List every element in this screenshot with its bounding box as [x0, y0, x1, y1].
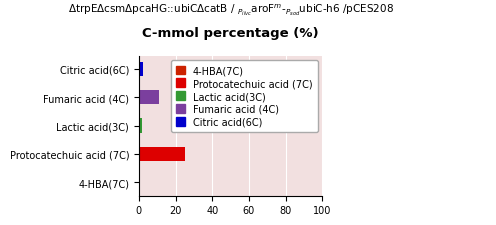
Bar: [139, 91, 159, 105]
Bar: [139, 147, 185, 161]
Text: ΔtrpEΔcsmΔpcaHG::ubiCΔcatB / $_{P_{ilvc}}$aroF$^{m}$-$_{P_{sod}}$ubiC-h6 /pCES20: ΔtrpEΔcsmΔpcaHG::ubiCΔcatB / $_{P_{ilvc}…: [67, 2, 394, 18]
Bar: [139, 119, 142, 133]
Text: C-mmol percentage (%): C-mmol percentage (%): [142, 27, 319, 40]
Legend: 4-HBA(7C), Protocatechuic acid (7C), Lactic acid(3C), Fumaric acid (4C), Citric : 4-HBA(7C), Protocatechuic acid (7C), Lac…: [171, 61, 317, 132]
Bar: [139, 63, 142, 77]
